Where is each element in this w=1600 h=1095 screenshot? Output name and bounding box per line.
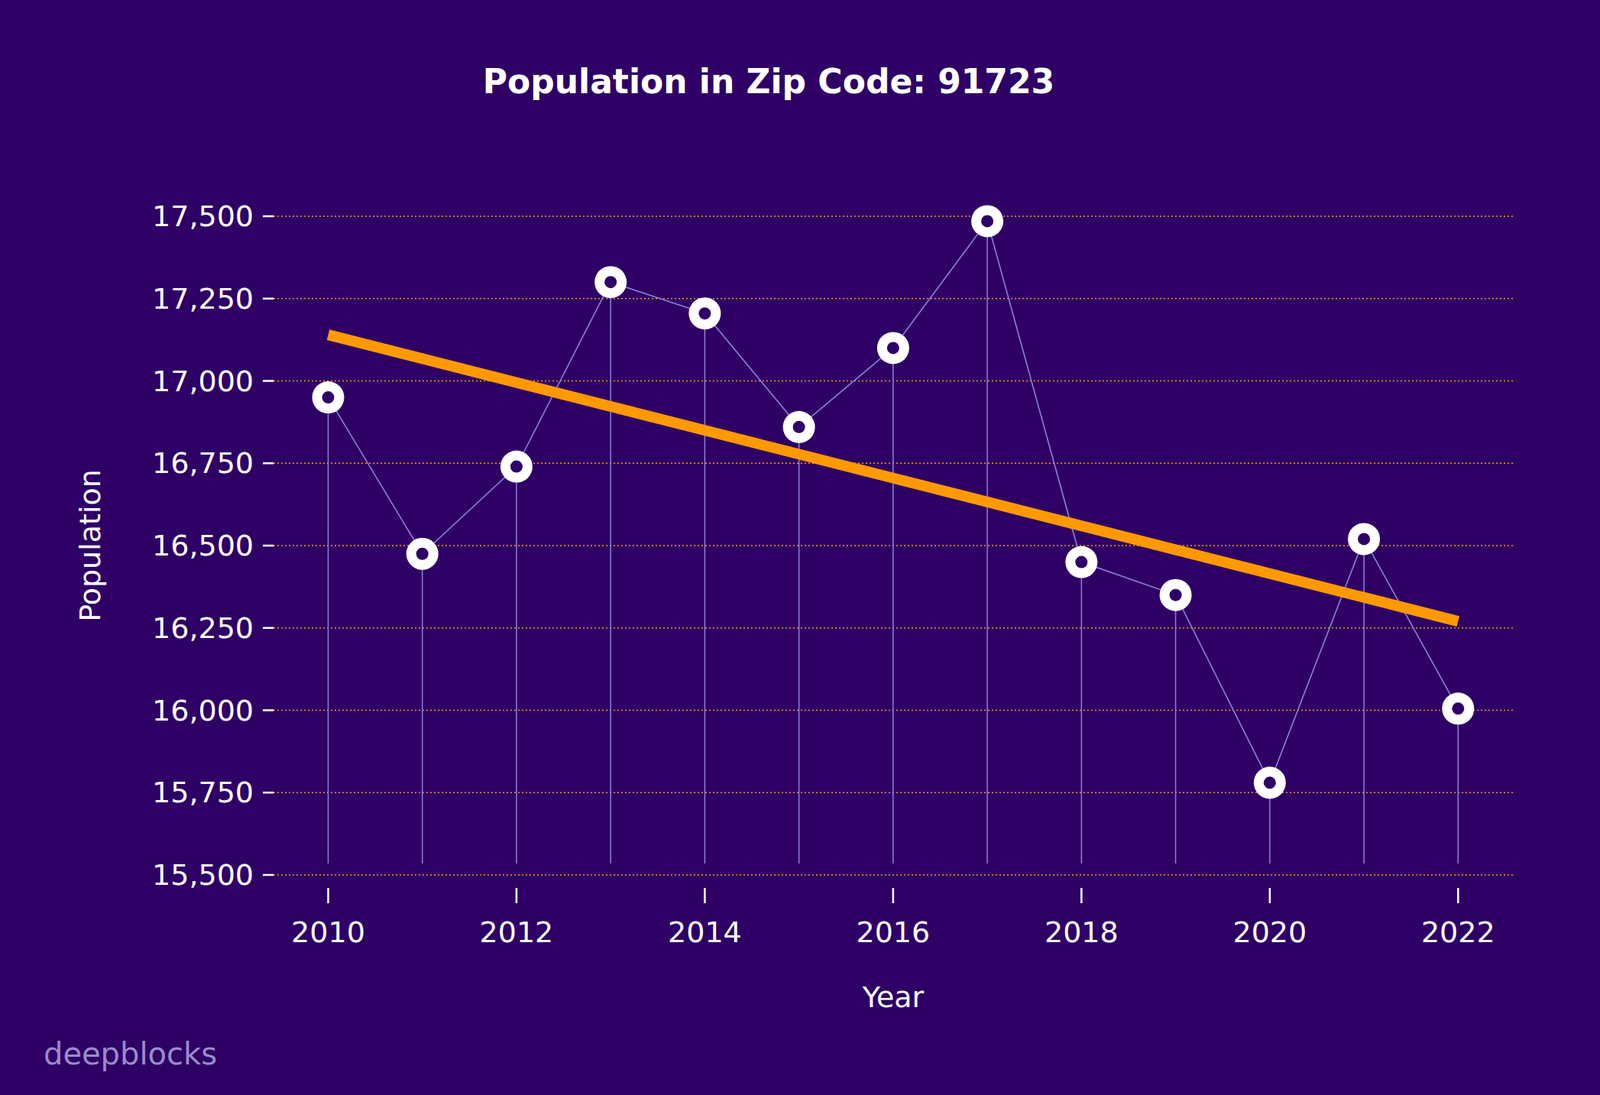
y-tick bbox=[262, 627, 274, 630]
y-axis-label: Population bbox=[73, 469, 107, 622]
marker bbox=[877, 331, 910, 364]
marker-ring bbox=[971, 204, 1004, 237]
marker-ring bbox=[1065, 546, 1098, 579]
stem bbox=[327, 397, 330, 864]
marker bbox=[311, 381, 344, 414]
y-tick-label: 16,500 bbox=[152, 528, 254, 563]
marker-ring bbox=[311, 381, 344, 414]
marker bbox=[1253, 766, 1286, 799]
chart: Population in Zip Code: 91723 15,500 15,75… bbox=[0, 0, 1600, 1095]
stem bbox=[798, 427, 800, 864]
marker bbox=[406, 537, 439, 571]
x-tick bbox=[703, 887, 707, 904]
y-tick-label: 16,250 bbox=[152, 611, 254, 645]
y-tick bbox=[262, 544, 274, 548]
y-tick-label: 16,750 bbox=[152, 446, 254, 480]
marker bbox=[594, 265, 627, 298]
y-tick-label: 17,000 bbox=[152, 364, 254, 399]
grid-line bbox=[273, 874, 1514, 875]
marker-ring bbox=[1347, 522, 1380, 555]
y-tick bbox=[262, 874, 274, 877]
marker-center bbox=[416, 547, 429, 561]
marker bbox=[971, 204, 1004, 237]
y-tick-label: 17,500 bbox=[152, 199, 254, 234]
y-tick-label: 15,500 bbox=[152, 858, 254, 892]
x-axis-label: Year bbox=[861, 980, 925, 1014]
y-tick bbox=[262, 215, 274, 218]
y-tick bbox=[262, 462, 274, 465]
background bbox=[0, 0, 1600, 1095]
x-tick bbox=[327, 887, 330, 904]
marker-ring bbox=[1159, 579, 1192, 612]
marker-center bbox=[1169, 589, 1183, 602]
stem bbox=[986, 220, 988, 864]
marker-center bbox=[1451, 702, 1464, 715]
stem bbox=[515, 466, 518, 864]
x-tick bbox=[1269, 887, 1272, 904]
x-tick-label: 2010 bbox=[291, 915, 366, 949]
marker-center bbox=[1357, 532, 1371, 545]
x-tick-label: 2020 bbox=[1232, 915, 1307, 949]
marker-ring bbox=[688, 297, 721, 330]
marker bbox=[1347, 522, 1380, 555]
x-tick bbox=[1457, 887, 1460, 904]
y-tick-label: 17,250 bbox=[152, 281, 254, 316]
title: Population in Zip Code: 91723 bbox=[482, 61, 1055, 101]
data-line bbox=[327, 220, 1458, 783]
marker bbox=[783, 411, 816, 444]
marker bbox=[1159, 579, 1192, 612]
y-tick-label: 15,750 bbox=[152, 775, 254, 810]
x-tick-label: 2014 bbox=[667, 915, 742, 949]
stem bbox=[1081, 562, 1083, 864]
stem bbox=[892, 347, 894, 864]
y-tick-label: 16,000 bbox=[152, 693, 254, 728]
marker-center bbox=[793, 421, 806, 434]
x-tick-label: 2022 bbox=[1421, 915, 1496, 949]
plot-area bbox=[311, 204, 1474, 864]
marker-center bbox=[698, 307, 711, 320]
stem bbox=[1175, 595, 1177, 864]
y-tick bbox=[262, 379, 274, 383]
x-tick bbox=[892, 887, 895, 904]
marker-ring bbox=[1253, 766, 1286, 799]
stem bbox=[1457, 708, 1460, 864]
marker-ring bbox=[406, 537, 439, 571]
y-tick bbox=[262, 709, 274, 712]
watermark: deepblocks bbox=[43, 1036, 218, 1072]
marker bbox=[1441, 692, 1474, 725]
marker-ring bbox=[783, 411, 816, 444]
stem bbox=[421, 553, 424, 864]
stem bbox=[609, 281, 612, 864]
marker-ring bbox=[594, 265, 627, 298]
grid-line bbox=[273, 297, 1514, 299]
y-tick bbox=[262, 297, 274, 301]
marker bbox=[500, 450, 533, 483]
marker bbox=[688, 297, 721, 330]
marker-center bbox=[887, 341, 900, 354]
marker-ring bbox=[500, 450, 533, 483]
marker bbox=[1065, 546, 1098, 579]
x-tick bbox=[1080, 887, 1083, 904]
x-tick-label: 2018 bbox=[1044, 915, 1119, 949]
grid-line bbox=[273, 215, 1514, 217]
marker-center bbox=[1075, 556, 1088, 569]
marker-center bbox=[1263, 776, 1277, 789]
stem bbox=[704, 313, 707, 864]
stem bbox=[1363, 538, 1365, 864]
marker-center bbox=[321, 391, 334, 404]
y-tick bbox=[262, 791, 274, 794]
marker-ring bbox=[877, 331, 910, 364]
x-tick-label: 2016 bbox=[856, 915, 931, 949]
marker-center bbox=[981, 214, 994, 227]
trend-line bbox=[327, 334, 1458, 622]
x-tick bbox=[515, 887, 519, 904]
marker-center bbox=[510, 460, 523, 473]
x-tick-label: 2012 bbox=[479, 915, 554, 949]
marker-center bbox=[604, 275, 617, 289]
marker-ring bbox=[1441, 692, 1474, 725]
